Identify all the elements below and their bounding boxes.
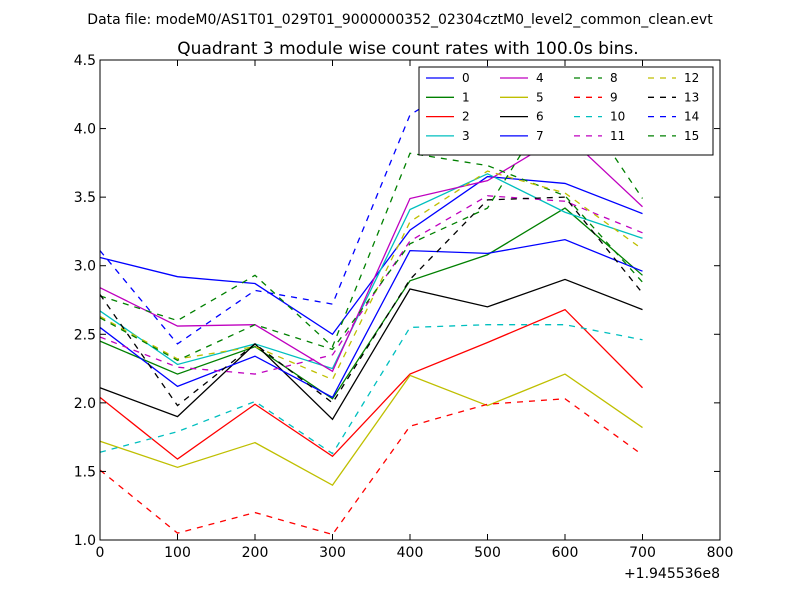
x-tick-label-100: 100 (164, 545, 191, 561)
series-line-0 (99, 175, 643, 336)
series-line-10 (99, 324, 643, 455)
x-tick-label-300: 300 (319, 545, 346, 561)
legend-label-1: 1 (462, 90, 470, 104)
y-tick-label-4-5: 4.5 (74, 53, 96, 69)
legend-label-9: 9 (610, 90, 618, 104)
chart-suptitle: Data file: modeM0/AS1T01_029T01_90000003… (87, 12, 713, 28)
legend-label-7: 7 (536, 129, 544, 143)
series-line-2 (99, 308, 643, 460)
y-tick-label-2-0: 2.0 (74, 396, 96, 412)
legend-label-11: 11 (610, 129, 625, 143)
legend-label-5: 5 (536, 90, 544, 104)
axis-ticks: 0 100 200 300 400 500 600 700 8001.01.52.02.53.0… (74, 53, 734, 561)
y-tick-label-1-5: 1.5 (74, 464, 96, 480)
x-tick-label-800: 800 (707, 545, 734, 561)
x-tick-label-500: 500 (474, 545, 501, 561)
y-tick-label-3-0: 3.0 (74, 259, 96, 275)
y-tick-label-1-0: 1.0 (74, 533, 96, 549)
series-line-8 (99, 152, 643, 348)
x-axis-offset-label: +1.945536e8 (624, 566, 720, 582)
legend-label-10: 10 (610, 110, 625, 124)
legend-box (418, 66, 714, 156)
legend-label-12: 12 (684, 71, 699, 85)
series-line-12 (99, 170, 643, 381)
legend-label-4: 4 (536, 71, 544, 85)
legend-label-2: 2 (462, 110, 470, 124)
series-line-5 (99, 373, 643, 486)
y-tick-label-2-5: 2.5 (74, 327, 96, 343)
x-tick-label-700: 700 (629, 545, 656, 561)
series-line-4 (99, 133, 643, 373)
x-tick-label-200: 200 (242, 545, 269, 561)
legend-label-0: 0 (462, 71, 470, 85)
series-line-1 (99, 207, 643, 400)
legend-label-6: 6 (536, 110, 544, 124)
series-line-9 (99, 398, 643, 536)
series-line-3 (99, 173, 643, 370)
x-tick-label-600: 600 (552, 545, 579, 561)
series-line-13 (99, 196, 644, 407)
chart-title: Quadrant 3 module wise count rates with … (177, 39, 638, 59)
series-line-6 (99, 278, 643, 421)
series-line-7 (99, 238, 643, 399)
legend-label-3: 3 (462, 129, 470, 143)
legend-label-8: 8 (610, 71, 618, 85)
legend-label-13: 13 (684, 90, 699, 104)
y-tick-label-3-5: 3.5 (74, 190, 96, 206)
legend-label-14: 14 (684, 110, 699, 124)
series-line-11 (99, 195, 643, 375)
legend-label-15: 15 (684, 129, 699, 143)
y-tick-label-4-0: 4.0 (74, 122, 96, 138)
x-tick-label-400: 400 (397, 545, 424, 561)
x-tick-label-0: 0 (96, 545, 105, 561)
